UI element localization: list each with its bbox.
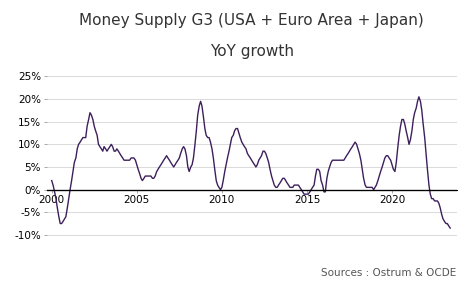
Text: YoY growth: YoY growth bbox=[210, 44, 294, 59]
Text: Sources : Ostrum & OCDE: Sources : Ostrum & OCDE bbox=[322, 268, 457, 278]
Text: Money Supply G3 (USA + Euro Area + Japan): Money Supply G3 (USA + Euro Area + Japan… bbox=[79, 13, 424, 28]
